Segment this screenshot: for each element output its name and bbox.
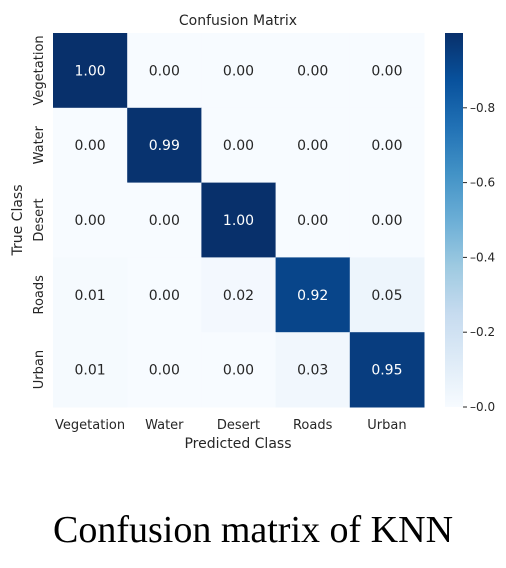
heatmap-cell <box>53 257 128 333</box>
cell-value-label: 0.00 <box>149 288 180 304</box>
heatmap-cell <box>53 182 128 258</box>
heatmap-cell <box>275 33 351 109</box>
x-tick-label: Vegetation <box>55 418 125 433</box>
cell-value-label: 0.00 <box>149 213 180 229</box>
heatmap-cell <box>201 257 277 333</box>
heatmap-cell <box>349 107 425 184</box>
cell-value-label: 0.00 <box>149 63 180 79</box>
cell-value-label: 0.00 <box>75 138 106 154</box>
cell-value-label: 0.95 <box>371 363 402 379</box>
heatmap-cell <box>349 182 425 258</box>
heatmap-cell <box>349 33 425 109</box>
heatmap-cell <box>275 107 351 184</box>
heatmap-cell <box>275 182 351 258</box>
x-tick-label: Desert <box>217 418 260 433</box>
heatmap-cell <box>349 332 425 408</box>
cell-value-label: 0.00 <box>75 213 106 229</box>
colorbar-tick-label: –0.2 <box>470 325 495 339</box>
cell-value-label: 0.00 <box>297 63 328 79</box>
x-tick-label: Roads <box>293 418 333 433</box>
cell-value-label: 0.02 <box>223 288 254 304</box>
cell-value-label: 0.00 <box>371 63 402 79</box>
heatmap-cell <box>127 182 202 258</box>
cell-value-label: 0.00 <box>371 213 402 229</box>
y-tick-label: Urban <box>32 350 47 389</box>
colorbar-tick-label: –0.6 <box>470 176 495 190</box>
x-tick-label: Urban <box>367 418 406 433</box>
cell-value-label: 0.05 <box>371 288 402 304</box>
heatmap-cell <box>53 33 128 109</box>
cell-value-label: 0.99 <box>149 138 180 154</box>
heatmap-cell <box>53 332 128 408</box>
cell-value-label: 0.00 <box>297 138 328 154</box>
y-tick-labels: Vegetation Water Desert Roads Urban <box>32 35 47 389</box>
x-tick-label: Water <box>145 418 184 433</box>
cell-value-label: 0.00 <box>297 213 328 229</box>
heatmap-cell <box>127 257 202 333</box>
colorbar-tick-label: –0.0 <box>470 400 495 414</box>
cell-value-label: 0.92 <box>297 288 328 304</box>
cell-value-label: 1.00 <box>75 63 106 79</box>
heatmap-cell <box>201 332 277 408</box>
y-tick-label: Roads <box>32 275 47 315</box>
heatmap-cell <box>53 107 128 184</box>
y-tick-label: Desert <box>32 198 47 241</box>
cell-value-label: 0.00 <box>149 363 180 379</box>
y-tick-label: Water <box>32 125 47 164</box>
cell-value-label: 0.01 <box>75 288 106 304</box>
cell-value-label: 0.00 <box>223 363 254 379</box>
heatmap-cell <box>201 107 277 184</box>
figure-caption: Confusion matrix of KNN <box>52 509 454 551</box>
colorbar-tick-label: –0.4 <box>470 250 495 264</box>
heatmap-cell <box>275 257 351 333</box>
colorbar-ticks: –0.0 –0.2 –0.4 –0.6 –0.8 <box>463 101 495 414</box>
cell-value-label: 1.00 <box>223 213 254 229</box>
y-axis-label: True Class <box>10 184 26 256</box>
heatmap-cells: 1.00 0.00 0.00 0.00 0.00 0.00 0.99 0.00 0.00 0.00… <box>53 33 425 408</box>
confusion-matrix-chart: Confusion Matrix 1.00 0.00 0.00 0.00 0.00 0.0… <box>10 13 495 452</box>
cell-value-label: 0.03 <box>297 363 328 379</box>
x-tick-labels: Vegetation Water Desert Roads Urban <box>55 418 407 433</box>
colorbar-tick-label: –0.8 <box>470 101 495 115</box>
cell-value-label: 0.00 <box>371 138 402 154</box>
cell-value-label: 0.00 <box>223 63 254 79</box>
x-axis-label: Predicted Class <box>184 436 291 452</box>
heatmap-cell <box>127 107 202 184</box>
heatmap-cell <box>201 182 277 258</box>
y-tick-label: Vegetation <box>32 35 47 105</box>
chart-title: Confusion Matrix <box>179 13 297 29</box>
heatmap-cell <box>275 332 351 408</box>
heatmap-cell <box>127 33 202 109</box>
colorbar <box>445 33 463 407</box>
cell-value-label: 0.00 <box>223 138 254 154</box>
heatmap-cell <box>127 332 202 408</box>
heatmap-cell <box>349 257 425 333</box>
cell-value-label: 0.01 <box>75 363 106 379</box>
heatmap-cell <box>201 33 277 109</box>
